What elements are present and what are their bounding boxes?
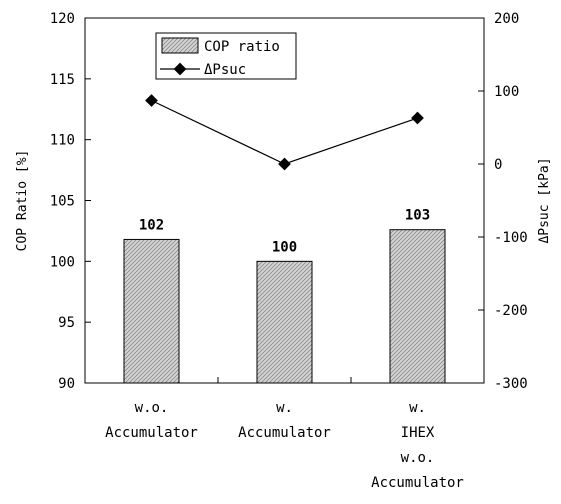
series-line (151, 99, 418, 165)
bar (256, 260, 313, 384)
y2-tick-label: -100 (494, 230, 528, 246)
y2-tick-label: 0 (494, 157, 502, 173)
x-tick-label-line: Accumulator (105, 425, 198, 441)
x-tick-label-line: Accumulator (371, 475, 464, 491)
y-tick-label: 105 (50, 194, 75, 210)
y2-tick-label: -300 (494, 376, 528, 392)
x-tick-label-line: w.o. (401, 450, 435, 466)
x-tick-label-line: w. (276, 400, 293, 416)
line-marker (145, 94, 158, 107)
bar-value-label: 102 (139, 217, 164, 233)
x-tick-label-line: w. (409, 400, 426, 416)
y-tick-label: 115 (50, 72, 75, 88)
y-tick-label: 100 (50, 254, 75, 270)
y-axis-title: COP Ratio [%] (15, 150, 30, 252)
x-tick-label-line: w.o. (135, 400, 169, 416)
y2-tick-label: 100 (494, 84, 519, 100)
y-tick-label: 90 (58, 376, 75, 392)
bar-value-label: 100 (272, 239, 297, 255)
line-marker (411, 111, 424, 125)
x-tick-label: w.o. Accumulator (105, 400, 198, 441)
x-tick-label: w. Accumulator (238, 400, 331, 441)
legend-label: COP ratio (204, 39, 280, 55)
y-tick-label: 110 (50, 133, 75, 149)
legend-swatch-marker (173, 62, 187, 76)
y2-tick-label: 200 (494, 11, 519, 27)
y2-tick-label: -200 (494, 303, 528, 319)
y2-axis-title: ΔPsuc [kPa] (537, 157, 552, 243)
y-tick-label: 95 (58, 315, 75, 331)
bar (123, 238, 180, 384)
x-tick-label: w. IHEX w.o. Accumulator (371, 400, 464, 491)
x-tick-label-line: IHEX (401, 425, 435, 441)
bar-value-label: 103 (405, 208, 430, 224)
legend-swatch-bar (161, 37, 199, 54)
y-tick-label: 120 (50, 11, 75, 27)
bar (389, 229, 446, 384)
x-tick-label-line: Accumulator (238, 425, 331, 441)
legend: COP ratio ΔPsuc (155, 32, 297, 80)
line-marker (278, 157, 291, 171)
legend-label: ΔPsuc (204, 62, 246, 78)
